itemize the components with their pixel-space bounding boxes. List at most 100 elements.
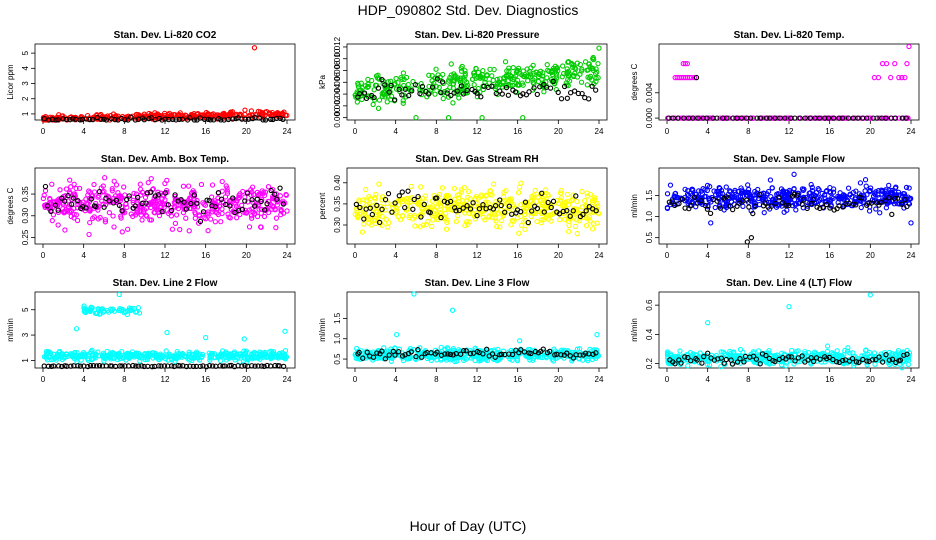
data-point xyxy=(120,306,126,313)
data-point xyxy=(444,219,450,225)
data-point xyxy=(41,192,47,198)
hourly-point xyxy=(556,211,563,217)
data-point xyxy=(545,212,551,218)
hourly-point xyxy=(467,350,474,357)
data-point xyxy=(55,209,62,215)
x-tick-label: 20 xyxy=(866,251,875,260)
data-point xyxy=(91,189,98,195)
y-axis-label: degrees C xyxy=(6,187,15,224)
hourly-point xyxy=(143,200,149,206)
hourly-point xyxy=(772,358,778,365)
data-point xyxy=(87,219,93,226)
panel-5: Stan. Dev. Gas Stream RH percent 0.30 0.35 0… xyxy=(318,154,608,260)
data-point xyxy=(756,348,762,354)
hourly-point xyxy=(63,116,70,123)
hourly-point xyxy=(395,349,402,355)
x-tick-label: 0 xyxy=(353,127,358,136)
hourly-point xyxy=(188,200,194,207)
hourly-point xyxy=(897,357,904,363)
hourly-point xyxy=(478,94,484,100)
hourly-point xyxy=(158,363,164,369)
data-point xyxy=(751,350,757,356)
data-point xyxy=(574,217,580,223)
hourly-point xyxy=(753,203,759,209)
data-point xyxy=(71,215,77,221)
data-point xyxy=(180,183,187,189)
data-point xyxy=(395,214,401,220)
hourly-point xyxy=(149,364,155,370)
hourly-point xyxy=(892,195,898,201)
data-point xyxy=(243,348,249,354)
data-point xyxy=(379,197,385,203)
data-point xyxy=(376,97,383,103)
data-point xyxy=(100,183,106,189)
hourly-point xyxy=(685,354,691,361)
hourly-point xyxy=(570,355,577,361)
hourly-point xyxy=(539,190,545,196)
data-point xyxy=(539,209,546,215)
hourly-point xyxy=(146,116,152,122)
data-point xyxy=(104,307,110,314)
data-point xyxy=(133,111,139,118)
data-point xyxy=(862,347,869,354)
data-point xyxy=(278,211,284,218)
hourly-point xyxy=(729,361,736,367)
hourly-point xyxy=(41,115,47,122)
hourly-point xyxy=(548,204,554,211)
hourly-point xyxy=(882,198,889,204)
data-point xyxy=(687,349,694,356)
data-point xyxy=(81,303,87,309)
data-point xyxy=(125,226,131,232)
data-point xyxy=(677,348,683,354)
hourly-point xyxy=(463,348,469,354)
data-point xyxy=(379,194,386,200)
data-point xyxy=(711,188,717,194)
outlier-point xyxy=(896,74,902,81)
data-point xyxy=(71,211,77,217)
hourly-point xyxy=(492,354,498,360)
data-point xyxy=(155,189,161,195)
data-point xyxy=(837,194,844,200)
data-point xyxy=(491,66,497,73)
y-tick-label: 3 xyxy=(21,332,30,337)
data-point xyxy=(466,219,472,225)
data-point xyxy=(800,187,807,193)
hourly-point xyxy=(409,88,415,94)
data-point xyxy=(355,82,361,88)
data-point xyxy=(752,200,759,207)
y-tick-label: 3 xyxy=(21,81,30,86)
hourly-point xyxy=(94,363,100,369)
x-tick-label: 8 xyxy=(122,251,127,260)
data-point xyxy=(899,193,906,199)
hourly-point xyxy=(48,208,54,215)
data-point xyxy=(67,177,73,183)
hourly-point xyxy=(419,354,425,360)
data-point xyxy=(590,67,597,74)
hourly-point xyxy=(181,199,187,205)
data-point xyxy=(693,115,699,121)
data-point xyxy=(269,109,276,116)
data-point xyxy=(503,188,509,194)
outlier-point xyxy=(684,60,690,67)
data-point xyxy=(381,356,387,362)
data-point xyxy=(593,66,599,72)
data-point xyxy=(71,181,77,187)
data-point xyxy=(830,189,837,195)
data-point xyxy=(838,115,844,121)
data-point xyxy=(252,210,258,216)
data-point xyxy=(137,181,143,187)
data-point xyxy=(148,176,154,182)
data-point xyxy=(540,195,547,202)
hourly-point xyxy=(429,84,436,90)
hourly-point xyxy=(353,201,360,208)
hourly-point xyxy=(502,209,508,215)
hourly-point xyxy=(883,352,889,358)
hourly-point xyxy=(45,363,52,369)
data-point xyxy=(487,191,493,198)
data-point xyxy=(379,90,385,97)
data-point xyxy=(225,353,232,359)
data-point xyxy=(58,115,64,122)
data-point xyxy=(65,208,71,214)
hourly-point xyxy=(405,188,411,194)
data-point xyxy=(165,210,172,217)
